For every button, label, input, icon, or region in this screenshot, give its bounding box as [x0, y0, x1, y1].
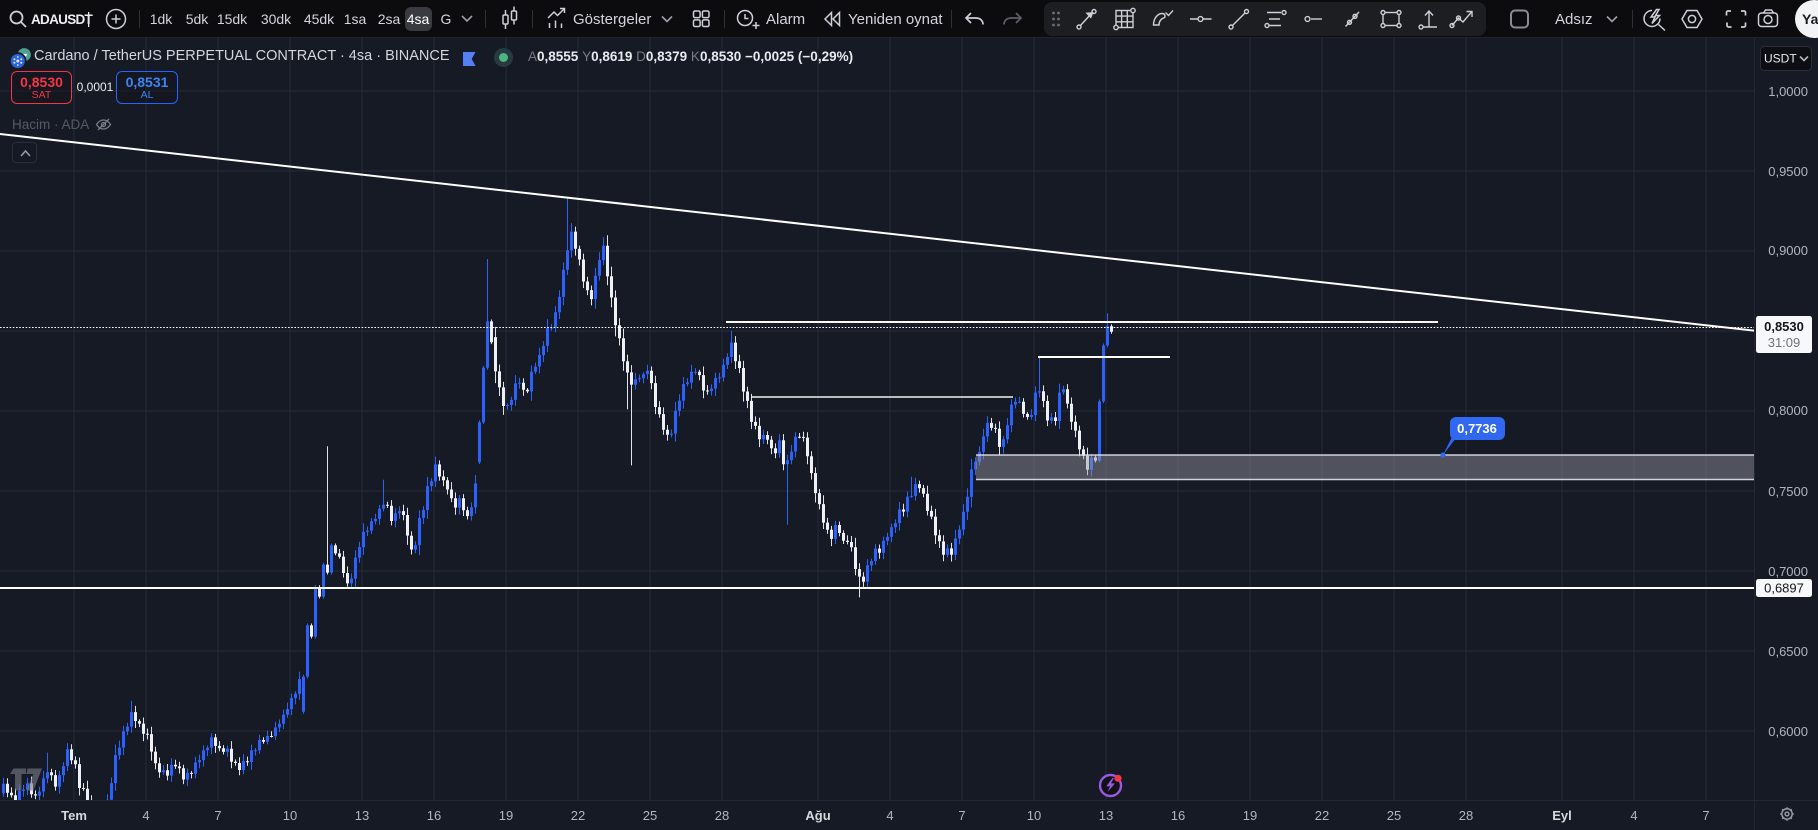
svg-text:Eyl: Eyl: [1552, 808, 1572, 823]
svg-text:Adsız: Adsız: [1555, 11, 1593, 28]
svg-text:0,8000: 0,8000: [1768, 403, 1808, 418]
svg-text:ADAUSDT: ADAUSDT: [31, 12, 94, 27]
svg-text:10: 10: [1027, 808, 1041, 823]
svg-text:15dk: 15dk: [217, 11, 248, 27]
svg-text:0,9000: 0,9000: [1768, 243, 1808, 258]
svg-text:Tem: Tem: [61, 808, 87, 823]
svg-text:31:09: 31:09: [1768, 335, 1801, 350]
svg-text:4: 4: [886, 808, 893, 823]
svg-text:5dk: 5dk: [186, 11, 210, 27]
svg-text:Alarm: Alarm: [766, 11, 805, 28]
svg-text:19: 19: [1243, 808, 1257, 823]
svg-text:Yeniden oynat: Yeniden oynat: [848, 11, 943, 28]
svg-text:7: 7: [1702, 808, 1709, 823]
svg-text:16: 16: [427, 808, 441, 823]
svg-text:13: 13: [1099, 808, 1113, 823]
svg-text:1dk: 1dk: [150, 11, 174, 27]
svg-text:0,6500: 0,6500: [1768, 644, 1808, 659]
svg-text:22: 22: [1315, 808, 1329, 823]
svg-text:45dk: 45dk: [304, 11, 335, 27]
svg-text:28: 28: [1459, 808, 1473, 823]
svg-text:2sa: 2sa: [378, 11, 401, 27]
svg-text:1sa: 1sa: [344, 11, 367, 27]
svg-text:0,7500: 0,7500: [1768, 484, 1808, 499]
svg-text:10: 10: [283, 808, 297, 823]
svg-text:16: 16: [1171, 808, 1185, 823]
svg-text:30dk: 30dk: [261, 11, 292, 27]
svg-text:28: 28: [715, 808, 729, 823]
svg-text:0,8530: 0,8530: [1764, 319, 1804, 334]
svg-text:0,6897: 0,6897: [1764, 581, 1804, 596]
svg-text:1,0000: 1,0000: [1768, 84, 1808, 99]
svg-text:USDT: USDT: [1764, 52, 1797, 66]
svg-text:22: 22: [571, 808, 585, 823]
svg-text:13: 13: [355, 808, 369, 823]
svg-text:25: 25: [1387, 808, 1401, 823]
svg-text:4: 4: [142, 808, 149, 823]
svg-text:0,7736: 0,7736: [1457, 421, 1497, 436]
svg-text:G: G: [441, 11, 452, 27]
svg-text:Ya: Ya: [1802, 11, 1818, 27]
svg-text:Ağu: Ağu: [805, 808, 830, 823]
svg-text:0,7000: 0,7000: [1768, 564, 1808, 579]
svg-text:4: 4: [1630, 808, 1637, 823]
svg-text:7: 7: [958, 808, 965, 823]
svg-text:7: 7: [214, 808, 221, 823]
svg-text:4sa: 4sa: [407, 11, 430, 27]
svg-text:0,6000: 0,6000: [1768, 724, 1808, 739]
svg-text:Göstergeler: Göstergeler: [573, 11, 651, 28]
svg-text:25: 25: [643, 808, 657, 823]
svg-text:0,9500: 0,9500: [1768, 164, 1808, 179]
svg-text:19: 19: [499, 808, 513, 823]
